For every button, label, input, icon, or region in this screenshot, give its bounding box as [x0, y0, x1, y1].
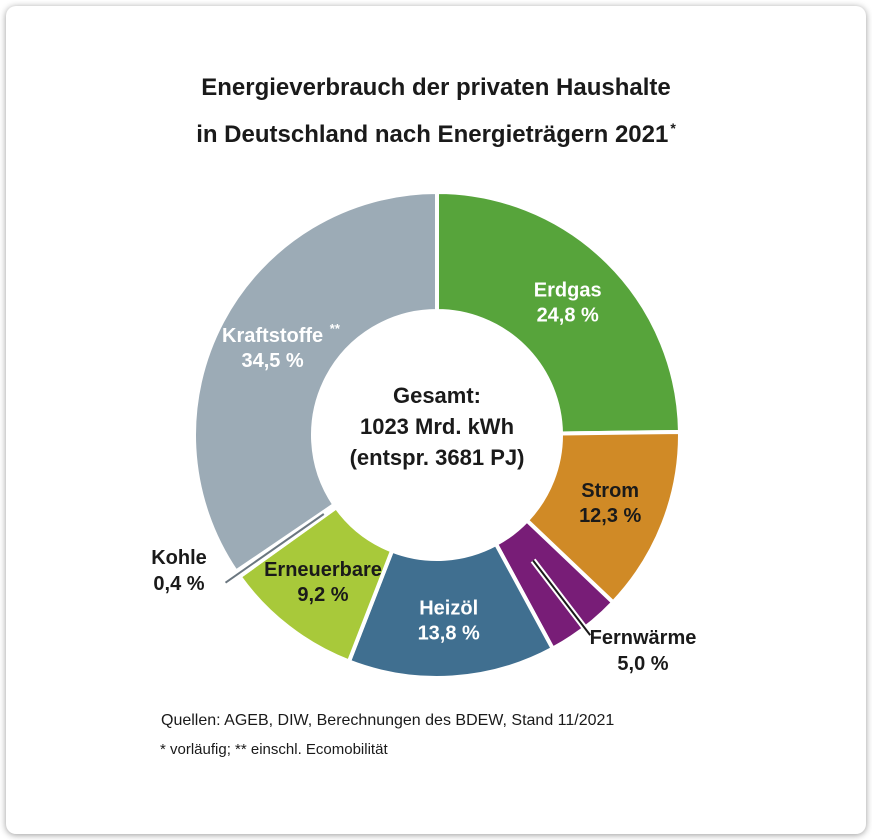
donut-center-total: Gesamt: 1023 Mrd. kWh (entspr. 3681 PJ): [287, 380, 587, 473]
slice-label-kohle: Kohle 0,4 %: [124, 545, 234, 597]
slice-label-strom: Strom 12,3 %: [579, 480, 641, 527]
donut-slice-erdgas: [435, 190, 682, 436]
donut-slice-heizoel: [346, 542, 555, 680]
chart-title-line2-text: in Deutschland nach Energieträgern 2021: [196, 121, 669, 148]
slice-label-heizoel: Heizöl 13,8 %: [418, 598, 480, 645]
fernwaerme-label-value: 5,0 %: [617, 653, 669, 675]
slice-label-erdgas: Erdgas 24,8 %: [534, 280, 602, 327]
chart-title-line1: Energieverbrauch der privaten Haushalte: [201, 74, 671, 101]
sources-line: Quellen: AGEB, DIW, Berechnungen des BDE…: [161, 712, 615, 729]
center-total-pj: (entspr. 3681 PJ): [349, 445, 525, 470]
center-total-caption: Gesamt:: [392, 383, 482, 408]
center-total-kwh: 1023 Mrd. kWh: [359, 414, 515, 439]
chart-title-line2: in Deutschland nach Energieträgern 2021 *: [6, 108, 866, 155]
leader-line-fernwaerme: [532, 559, 591, 636]
chart-title: Energieverbrauch der privaten Haushalte …: [6, 68, 866, 155]
kohle-label-name: Kohle: [151, 547, 207, 569]
slice-label-erneuerbare: Erneuerbare 9,2 %: [264, 559, 382, 606]
chart-card: Energieverbrauch der privaten Haushalte …: [6, 6, 866, 834]
footnotes-line: * vorläufig; ** einschl. Ecomobilität: [160, 741, 388, 758]
fernwaerme-label-name: Fernwärme: [589, 627, 697, 649]
title-footnote-marker: *: [670, 120, 676, 136]
donut-slice-kraftstoffe: [192, 190, 439, 574]
donut-chart: Erdgas 24,8 % Strom 12,3 % Heizöl 13,8 % Erneu…: [192, 190, 682, 680]
kohle-label-value: 0,4 %: [153, 573, 205, 595]
slice-label-kraftstoffe: Kraftstoffe ** 34,5 %: [222, 321, 341, 372]
leader-line-kohle: [224, 513, 325, 584]
slice-label-fernwaerme: Fernwärme 5,0 %: [578, 625, 708, 677]
